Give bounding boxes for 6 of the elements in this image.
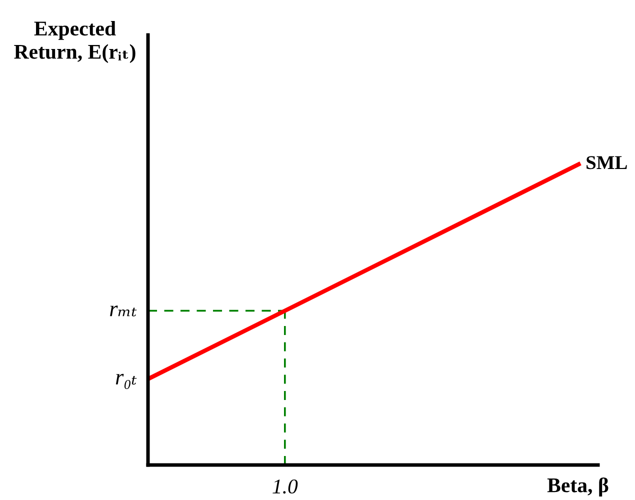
series-label: SML xyxy=(586,156,627,170)
y-axis-title: Expected Return, E(rᵢₜ) xyxy=(14,20,136,64)
text: 1.0 xyxy=(272,479,298,494)
ref-line-label: rₘₜ xyxy=(110,306,137,316)
x-axis-title: Beta, β xyxy=(547,477,608,497)
annotation: r₀ₜ xyxy=(116,374,137,390)
